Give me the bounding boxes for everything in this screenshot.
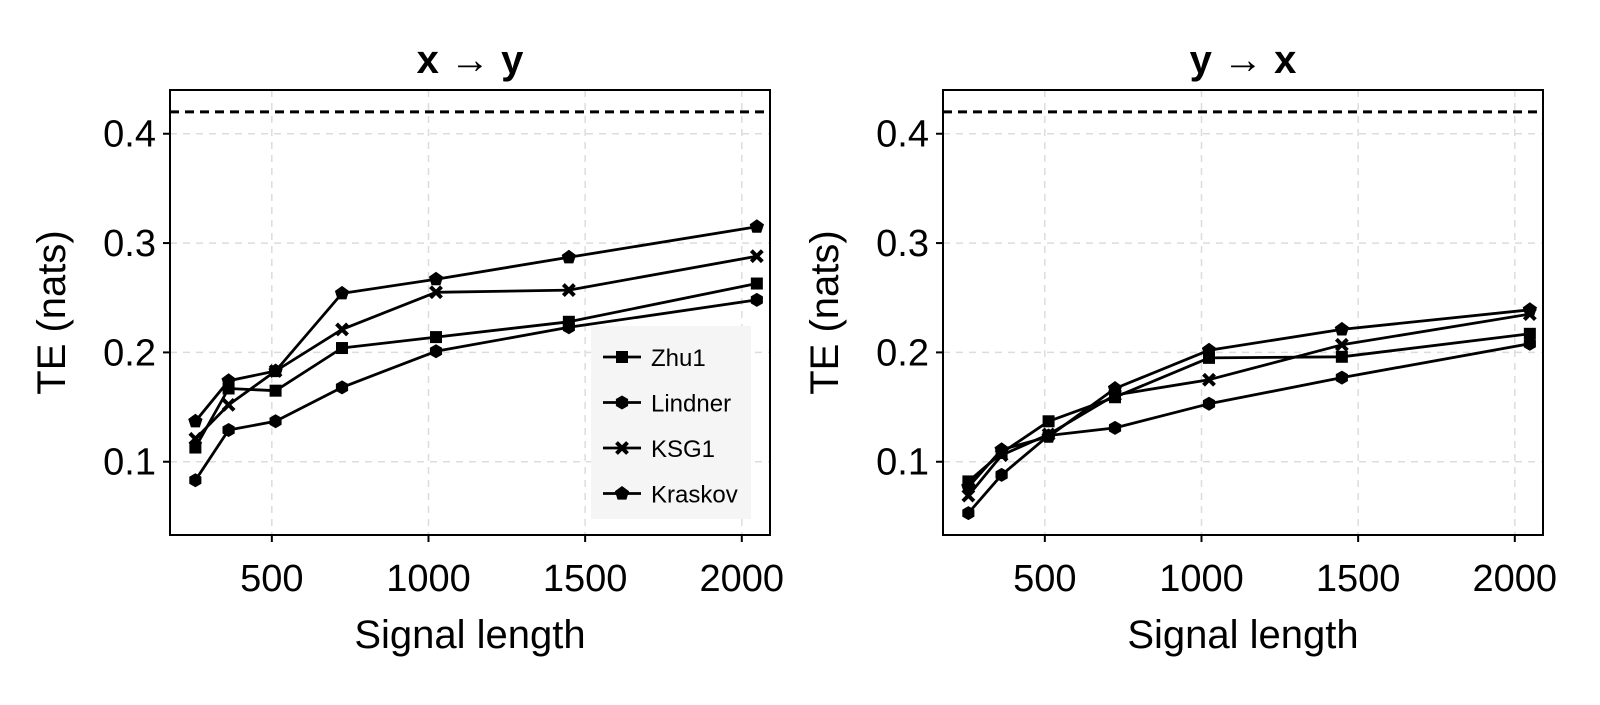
series-lindner: [962, 336, 1536, 521]
data-point-lindner: [269, 414, 282, 429]
x-tick-label: 2000: [1473, 558, 1558, 600]
chart-panel-1: 500 1000 1500 2000 0.1 0.2 0.3 0.4 x → y Signal l…: [30, 38, 784, 657]
x-tick-label: 500: [1013, 558, 1076, 600]
y-axis-label: TE (nats): [803, 230, 847, 394]
data-point-lindner: [995, 467, 1008, 482]
series-kraskov: [188, 219, 764, 428]
x-tick-label: 1000: [1159, 558, 1244, 600]
legend-label: Lindner: [651, 391, 731, 418]
x-tick-label: 1500: [1316, 558, 1401, 600]
data-point-kraskov: [428, 271, 444, 286]
data-point-ksg1: [429, 285, 443, 300]
data-point-ksg1: [749, 249, 764, 264]
data-point-kraskov: [1334, 321, 1349, 336]
y-axis-label: TE (nats): [30, 230, 74, 394]
y-tick-label: 0.4: [876, 114, 929, 156]
x-tick-label: 2000: [700, 558, 785, 600]
chart-panel-2: 500 1000 1500 2000 0.1 0.2 0.3 0.4 y → x Signal l…: [803, 38, 1557, 657]
data-point-zhu1: [750, 277, 763, 290]
series-line-kraskov: [967, 308, 1530, 488]
data-point-ksg1: [335, 322, 349, 337]
legend-label: KSG1: [651, 436, 715, 463]
data-point-ksg1: [1334, 337, 1349, 352]
data-point-lindner: [1202, 396, 1216, 411]
data-point-kraskov: [749, 219, 764, 233]
axes-frame: [169, 89, 771, 536]
legend: Zhu1 Lindner KSG1 Kraskov: [591, 326, 751, 519]
data-point-lindner: [1335, 370, 1348, 385]
data-point-kraskov: [561, 249, 576, 264]
x-axis-label: Signal length: [354, 613, 585, 657]
data-point-lindner: [429, 344, 443, 359]
data-point-lindner: [562, 320, 575, 335]
series-kraskov: [961, 302, 1537, 493]
legend-marker: [615, 395, 629, 410]
x-tick-label: 500: [240, 558, 303, 600]
data-point-kraskov: [1522, 302, 1537, 316]
y-tick-label: 0.2: [876, 332, 929, 374]
data-point-ksg1: [1202, 372, 1216, 387]
y-tick-label: 0.1: [103, 442, 156, 484]
y-tick-label: 0.4: [103, 114, 156, 156]
series-lindner: [189, 292, 763, 488]
data-point-kraskov: [961, 479, 976, 493]
y-tick-label: 0.1: [876, 442, 929, 484]
data-point-zhu1: [1335, 350, 1348, 363]
legend-marker: [615, 441, 629, 455]
chart-title: y → x: [1190, 38, 1297, 82]
data-point-lindner: [335, 380, 349, 395]
legend-label: Zhu1: [651, 345, 706, 372]
series-line-zhu1: [967, 332, 1530, 483]
data-point-ksg1: [221, 397, 236, 412]
data-point-zhu1: [269, 384, 282, 397]
legend-item: Kraskov: [603, 482, 738, 509]
data-point-lindner: [189, 473, 202, 488]
y-tick-label: 0.3: [103, 223, 156, 265]
legend-item: Zhu1: [603, 345, 706, 372]
data-point-lindner: [962, 506, 975, 521]
x-axis-label: Signal length: [1127, 613, 1358, 657]
data-point-kraskov: [268, 363, 283, 378]
data-point-lindner: [750, 292, 763, 307]
data-point-zhu1: [430, 331, 443, 344]
data-point-kraskov: [1201, 342, 1217, 357]
data-point-ksg1: [561, 283, 576, 298]
data-point-kraskov: [221, 373, 236, 387]
legend-item: KSG1: [603, 436, 715, 463]
data-point-kraskov: [994, 442, 1009, 456]
data-point-kraskov: [334, 285, 350, 300]
data-point-kraskov: [1041, 429, 1056, 443]
data-point-lindner: [1108, 420, 1122, 435]
data-point-zhu1: [1042, 415, 1055, 428]
data-point-kraskov: [1107, 381, 1123, 395]
x-tick-label: 1000: [386, 558, 471, 600]
x-tick-label: 1500: [543, 558, 628, 600]
legend-marker: [614, 486, 630, 500]
legend-marker: [616, 351, 628, 363]
series-line-ksg1: [967, 312, 1531, 497]
data-point-lindner: [222, 423, 235, 437]
y-tick-label: 0.3: [876, 223, 929, 265]
y-tick-label: 0.2: [103, 332, 156, 374]
data-point-kraskov: [188, 413, 203, 428]
chart-title: x → y: [417, 38, 524, 82]
data-point-zhu1: [1523, 327, 1536, 340]
data-point-lindner: [1523, 336, 1536, 351]
data-point-zhu1: [336, 342, 349, 355]
legend-label: Kraskov: [651, 482, 738, 509]
legend-item: Lindner: [603, 391, 731, 418]
series-ksg1: [961, 307, 1537, 503]
data-point-ksg1: [188, 431, 203, 446]
axes-frame: [942, 89, 1544, 536]
